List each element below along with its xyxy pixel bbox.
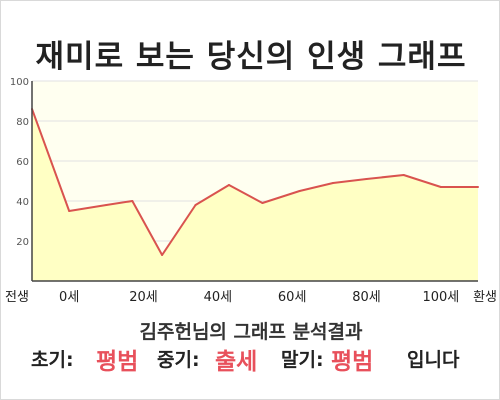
x-tick-label: 20세	[129, 290, 158, 305]
y-tick-label: 60	[16, 157, 29, 168]
data-point	[194, 204, 197, 206]
y-tick-label: 40	[16, 197, 29, 208]
y-tick-label: 20	[16, 237, 29, 248]
data-point	[131, 200, 134, 202]
data-point	[105, 204, 108, 206]
analysis-subtitle: 김주헌님의 그래프 분석결과	[139, 321, 363, 343]
data-point	[298, 190, 301, 192]
data-point	[227, 184, 230, 186]
data-point	[365, 178, 368, 180]
result-suffix: 입니다	[407, 349, 460, 371]
mid-label: 중기:	[157, 349, 200, 371]
series-area	[32, 109, 478, 281]
early-value: 평범	[96, 349, 139, 375]
late-label: 말기:	[281, 349, 324, 371]
page-title: 재미로 보는 당신의 인생 그래프	[35, 39, 467, 75]
x-tick-label: 60세	[278, 290, 307, 305]
mid-value: 출세	[215, 349, 258, 375]
data-point	[332, 182, 335, 184]
data-point	[402, 174, 405, 176]
x-tick-label: 환생	[473, 290, 497, 305]
data-point	[477, 186, 479, 188]
y-tick-label: 80	[16, 117, 29, 128]
early-label: 초기:	[31, 349, 74, 371]
y-tick-label: 100	[10, 77, 29, 88]
x-tick-label: 전생	[5, 290, 29, 305]
data-point	[68, 210, 71, 212]
life-graph-chart: 20 40 60 80 100 전생 0세 20세 40세 60세 80세 100세 환생	[5, 77, 497, 305]
late-value: 평범	[331, 349, 374, 375]
data-point	[439, 186, 442, 188]
series-line	[31, 108, 478, 256]
x-tick-label: 40세	[204, 290, 233, 305]
data-point	[161, 254, 164, 256]
x-tick-label: 100세	[422, 290, 459, 305]
x-tick-label: 0세	[59, 290, 79, 305]
data-point	[261, 202, 264, 204]
x-tick-label: 80세	[352, 290, 381, 305]
